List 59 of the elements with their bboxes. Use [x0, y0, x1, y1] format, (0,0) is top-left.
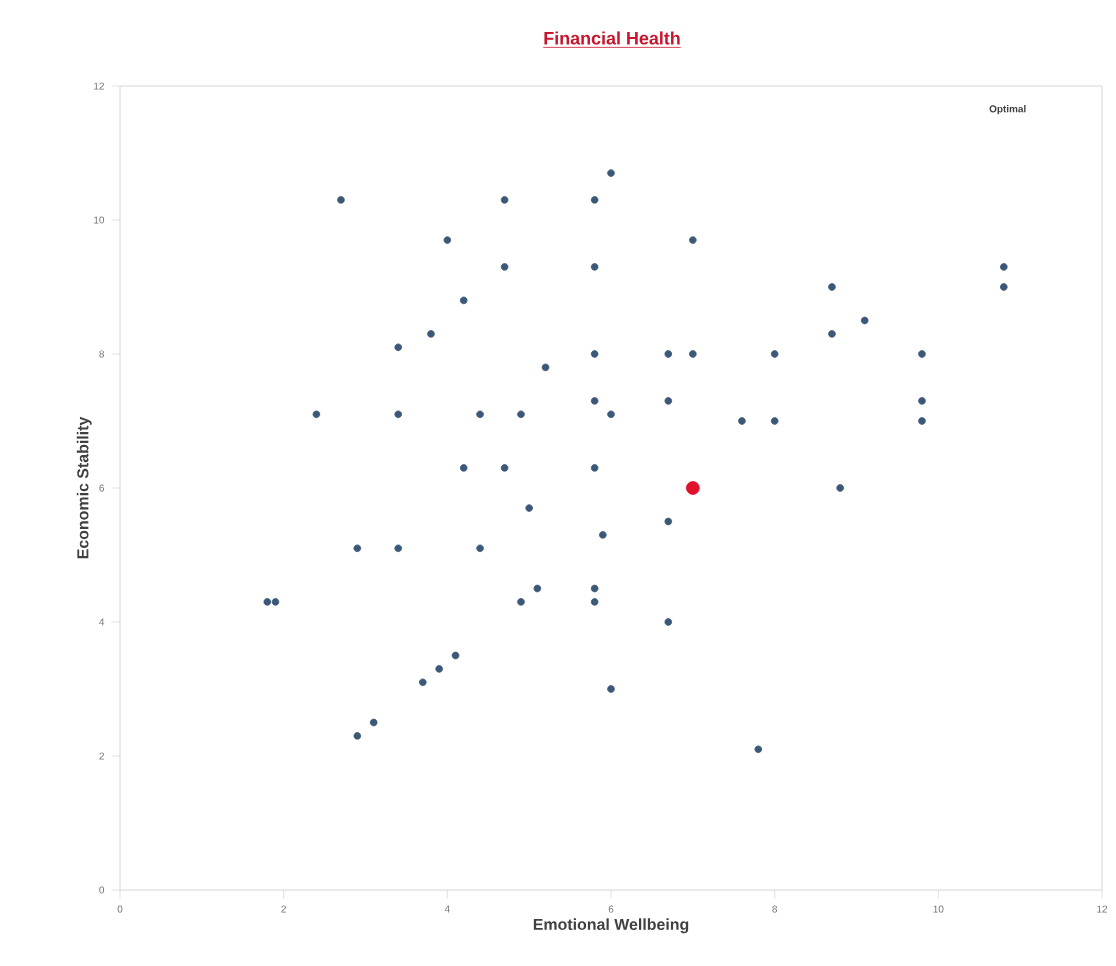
point — [664, 397, 673, 405]
point — [353, 732, 362, 740]
point — [770, 350, 779, 358]
point — [607, 685, 615, 693]
point — [394, 343, 403, 352]
point — [738, 417, 746, 425]
point — [770, 417, 779, 425]
point — [664, 350, 673, 358]
point — [353, 544, 362, 553]
point — [689, 236, 697, 244]
point — [1000, 263, 1008, 271]
point — [312, 410, 321, 419]
point — [263, 598, 272, 606]
point — [918, 350, 926, 358]
point — [427, 330, 435, 338]
point — [541, 363, 550, 372]
point — [689, 350, 697, 358]
point — [517, 410, 525, 419]
point — [369, 718, 378, 727]
point — [435, 665, 443, 673]
point — [394, 410, 403, 419]
point — [517, 598, 525, 606]
point — [476, 544, 484, 553]
point — [828, 330, 836, 338]
point — [419, 678, 427, 687]
point — [590, 584, 599, 593]
point — [918, 397, 926, 405]
point — [664, 517, 673, 526]
point — [590, 464, 599, 472]
point — [337, 196, 345, 204]
chart-title: Financial Health — [544, 31, 680, 45]
point — [590, 263, 599, 271]
point — [533, 584, 542, 593]
point — [828, 283, 836, 291]
point — [754, 745, 763, 754]
point — [459, 296, 468, 305]
point — [1000, 283, 1008, 291]
point — [607, 410, 615, 419]
point — [590, 598, 599, 606]
point — [590, 397, 599, 405]
point — [590, 196, 599, 204]
point — [599, 531, 607, 539]
point — [394, 544, 403, 553]
point — [607, 169, 615, 177]
point — [476, 410, 484, 419]
point — [836, 484, 844, 492]
point — [664, 618, 673, 626]
point — [443, 236, 452, 244]
point — [271, 598, 280, 606]
point — [500, 464, 509, 472]
point — [459, 464, 468, 472]
point — [525, 504, 533, 512]
point — [590, 350, 599, 358]
point — [500, 263, 509, 271]
point — [451, 651, 460, 660]
point — [860, 316, 869, 325]
point — [918, 417, 926, 425]
point — [500, 196, 509, 204]
point — [686, 481, 700, 495]
